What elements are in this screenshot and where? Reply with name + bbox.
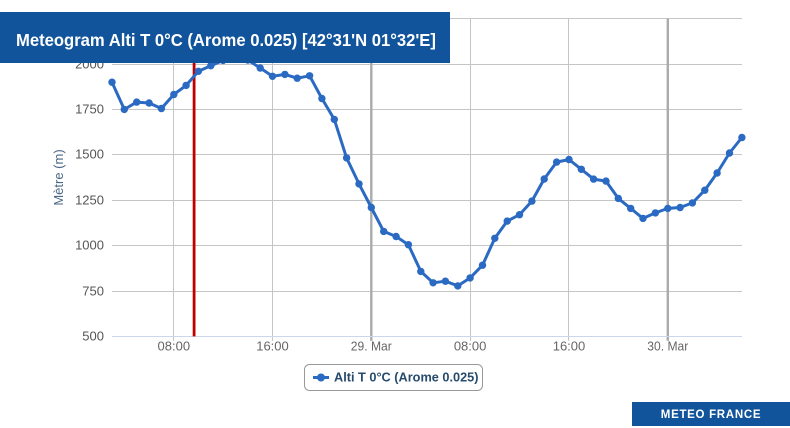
svg-text:1750: 1750 — [75, 102, 104, 117]
svg-text:16:00: 16:00 — [553, 339, 586, 354]
svg-text:750: 750 — [82, 284, 104, 299]
svg-text:Mètre (m): Mètre (m) — [51, 149, 66, 205]
svg-text:Alti T 0°C (Arome 0.025): Alti T 0°C (Arome 0.025) — [334, 370, 479, 385]
svg-text:08:00: 08:00 — [158, 339, 191, 354]
svg-text:16:00: 16:00 — [256, 339, 289, 354]
svg-text:30. Mar: 30. Mar — [647, 339, 689, 354]
svg-text:500: 500 — [82, 329, 104, 344]
svg-text:1000: 1000 — [75, 238, 104, 253]
svg-text:1250: 1250 — [75, 193, 104, 208]
svg-text:08:00: 08:00 — [454, 339, 487, 354]
svg-text:1500: 1500 — [75, 147, 104, 162]
svg-text:29. Mar: 29. Mar — [351, 339, 393, 354]
